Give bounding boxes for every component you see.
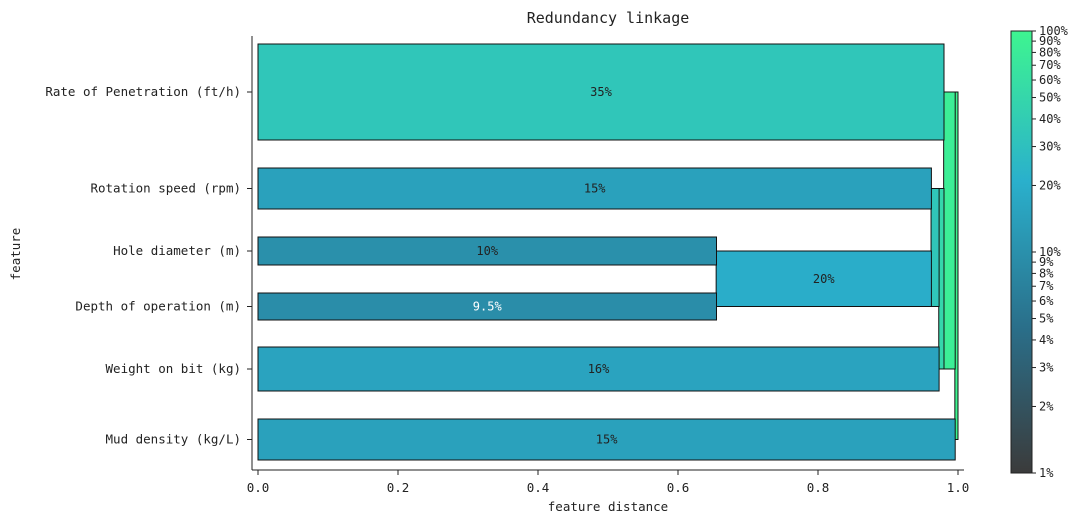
bar-rotation-speed-rpm	[257, 167, 932, 210]
colorbar-ticks: 1% 2% 3% 4% 5% 6%7%8%9%10% 20% 30% 40% 50% 60%70%8…	[1032, 24, 1069, 480]
colorbar-tick-label: 9%	[1039, 255, 1054, 269]
colorbar-tick-label: 2%	[1039, 399, 1054, 413]
colorbar-gradient	[1010, 30, 1033, 474]
y-tick-label-depth-of-operation-m: Depth of operation (m)	[75, 299, 241, 314]
colorbar-tick-label: 8%	[1039, 266, 1054, 280]
colorbar-tick-label: 50%	[1039, 91, 1061, 105]
colorbar-tick-label: 20%	[1039, 178, 1061, 192]
bar-label-hole-diameter-m: 10%	[476, 244, 498, 258]
bar-label-mud-density-kg-l: 15%	[596, 433, 618, 447]
x-tick-label: 0.8	[807, 480, 830, 495]
y-tick-label-rotation-speed-rpm: Rotation speed (rpm)	[90, 181, 241, 196]
y-tick-label-rate-of-penetration-ft-h: Rate of Penetration (ft/h)	[45, 84, 241, 99]
colorbar-tick-label: 10%	[1039, 245, 1061, 259]
cluster-bar-2	[943, 91, 956, 370]
x-tick-label: 1.0	[947, 480, 970, 495]
colorbar-tick-label: 30%	[1039, 140, 1061, 154]
colorbar-tick-label: 70%	[1039, 58, 1061, 72]
colorbar: 1% 2% 3% 4% 5% 6%7%8%9%10% 20% 30% 40% 50% 60%70%8…	[1010, 24, 1069, 480]
x-tick-label: 0.2	[387, 480, 410, 495]
cluster-bar-5	[715, 250, 932, 307]
chart-title: Redundancy linkage	[527, 9, 690, 27]
bar-label-weight-on-bit-kg: 16%	[588, 362, 610, 376]
bar-rate-of-penetration-ft-h	[257, 43, 945, 141]
colorbar-tick-label: 5%	[1039, 312, 1054, 326]
bar-mud-density-kg-l	[257, 418, 956, 461]
cluster-bar-4	[930, 188, 940, 307]
colorbar-tick-label: 40%	[1039, 112, 1061, 126]
x-axis-label: feature distance	[548, 499, 668, 514]
colorbar-tick-label: 7%	[1039, 279, 1054, 293]
x-tick-label: 0.4	[527, 480, 550, 495]
y-axis: Rate of Penetration (ft/h) Rotation speed…	[45, 36, 253, 470]
x-axis: 0.0 0.2 0.4 0.6 0.8 1.0	[247, 469, 970, 495]
y-tick-label-mud-density-kg-l: Mud density (kg/L)	[106, 432, 241, 447]
colorbar-tick-label: 6%	[1039, 294, 1054, 308]
x-tick-label: 0.6	[667, 480, 690, 495]
x-tick-label: 0.0	[247, 480, 270, 495]
colorbar-tick-label: 3%	[1039, 361, 1054, 375]
bar-label-rate-of-penetration-ft-h: 35%	[590, 85, 612, 99]
feature-bars	[257, 43, 956, 461]
y-axis-label: feature	[8, 228, 23, 281]
bar-depth-of-operation-m	[257, 292, 717, 321]
bar-weight-on-bit-kg	[257, 346, 940, 392]
colorbar-tick-label: 90%	[1039, 34, 1061, 48]
colorbar-tick-label: 60%	[1039, 73, 1061, 87]
colorbar-tick-label: 4%	[1039, 333, 1054, 347]
colorbar-tick-label: 100%	[1039, 24, 1069, 38]
y-tick-label-hole-diameter-m: Hole diameter (m)	[113, 243, 241, 258]
cluster-label-5: 20%	[813, 272, 835, 286]
bar-label-rotation-speed-rpm: 15%	[584, 182, 606, 196]
bar-label-depth-of-operation-m: 9.5%	[473, 300, 503, 314]
colorbar-tick-label: 1%	[1039, 466, 1054, 480]
bar-labels: 20% 35% 15% 10% 9.5% 16% 15%	[473, 85, 836, 447]
cluster-bars	[715, 91, 959, 440]
colorbar-tick-label: 80%	[1039, 45, 1061, 59]
y-tick-label-weight-on-bit-kg: Weight on bit (kg)	[106, 361, 241, 376]
bar-hole-diameter-m	[257, 236, 717, 266]
